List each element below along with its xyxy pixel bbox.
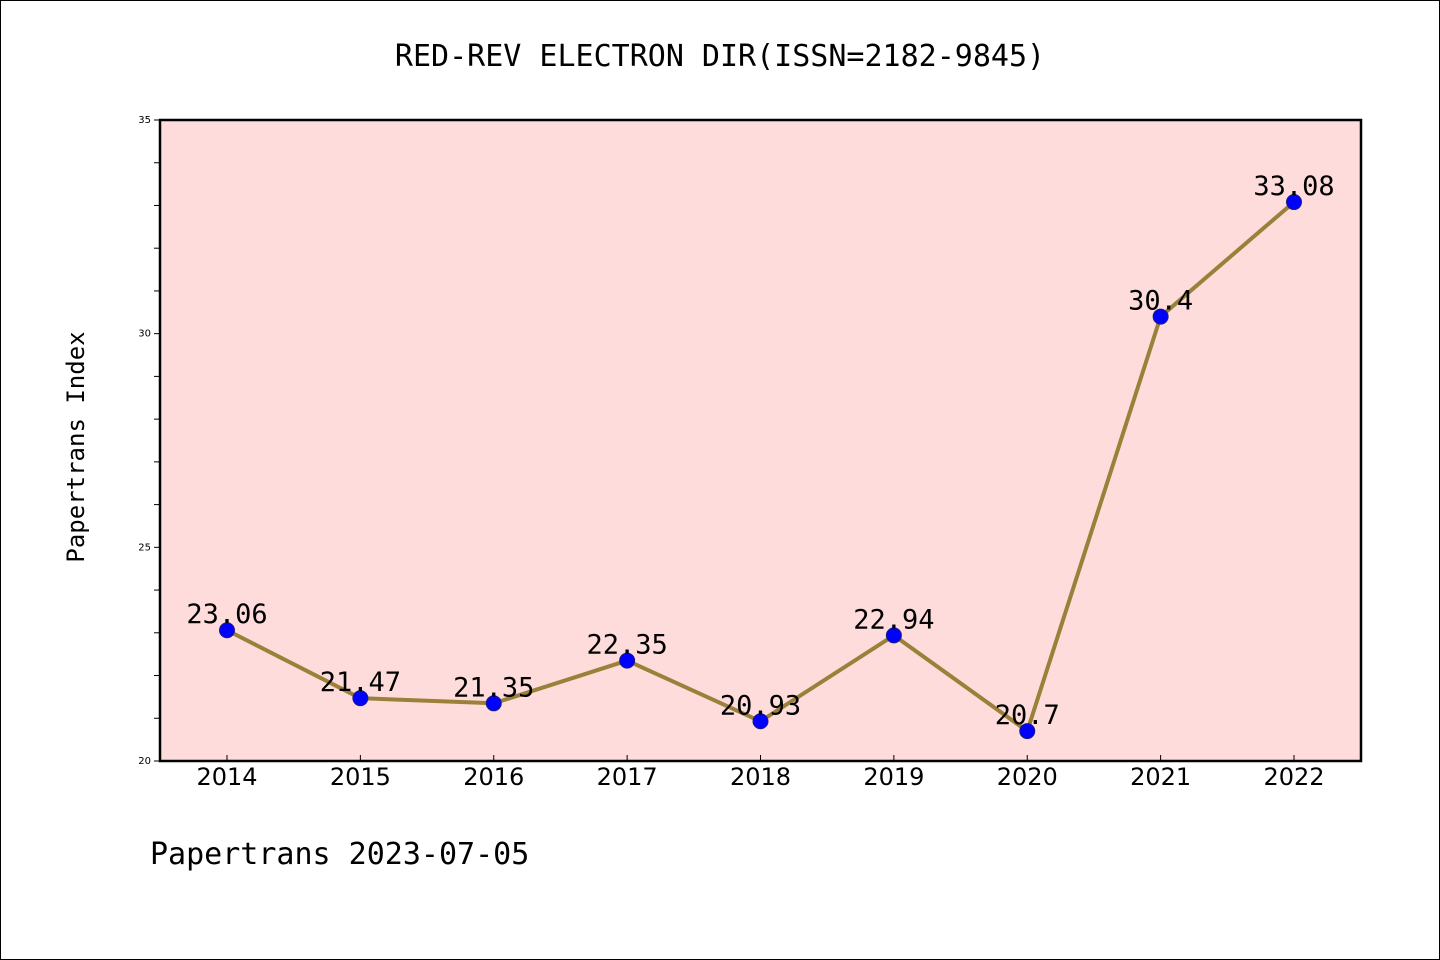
data-label: 22.94	[853, 604, 934, 635]
data-label: 23.06	[186, 599, 267, 630]
data-label: 21.35	[453, 672, 534, 703]
data-label: 33.08	[1253, 171, 1334, 202]
y-axis-ticks: 20 25 30 35	[138, 115, 160, 767]
y-axis-label: Papertrans Index	[62, 331, 90, 562]
data-labels: 23.06 21.47 21.35 22.35 20.93 22.94 20.7 30.4 33…	[186, 171, 1334, 731]
data-point	[752, 713, 769, 730]
data-point	[885, 627, 902, 644]
data-point	[352, 690, 369, 707]
footer-date: Papertrans 2023-07-05	[150, 837, 529, 872]
y-tick-label: 35	[138, 115, 151, 126]
x-tick-label: 2014	[196, 763, 257, 791]
data-point	[1152, 308, 1169, 325]
x-tick-label: 2022	[1263, 763, 1324, 791]
data-point	[485, 695, 502, 712]
x-tick-label: 2015	[330, 763, 391, 791]
y-tick-label: 20	[138, 756, 151, 767]
y-tick-label: 25	[138, 542, 151, 553]
y-tick-label: 30	[138, 329, 151, 340]
x-tick-label: 2018	[730, 763, 791, 791]
data-point	[1286, 194, 1302, 211]
x-tick-label: 2021	[1130, 763, 1191, 791]
data-point	[219, 622, 235, 639]
x-tick-label: 2020	[997, 763, 1058, 791]
chart-title: RED-REV ELECTRON DIR(ISSN=2182-9845)	[395, 39, 1045, 74]
data-point	[1019, 723, 1036, 740]
data-markers	[219, 194, 1302, 740]
data-label: 22.35	[586, 630, 667, 661]
x-tick-label: 2017	[597, 763, 658, 791]
data-point	[619, 652, 636, 669]
data-label: 20.7	[995, 700, 1060, 731]
x-tick-label: 2019	[863, 763, 924, 791]
plot-border	[158, 118, 1363, 763]
data-label: 20.93	[720, 690, 801, 721]
x-axis-ticks: 2014 2015 2016 2017 2018 2019 2020 2021 2022	[196, 755, 1325, 791]
x-tick-label: 2016	[463, 763, 524, 791]
data-label: 21.47	[320, 667, 401, 698]
plot-area	[160, 120, 1361, 761]
data-label: 30.4	[1128, 286, 1193, 317]
